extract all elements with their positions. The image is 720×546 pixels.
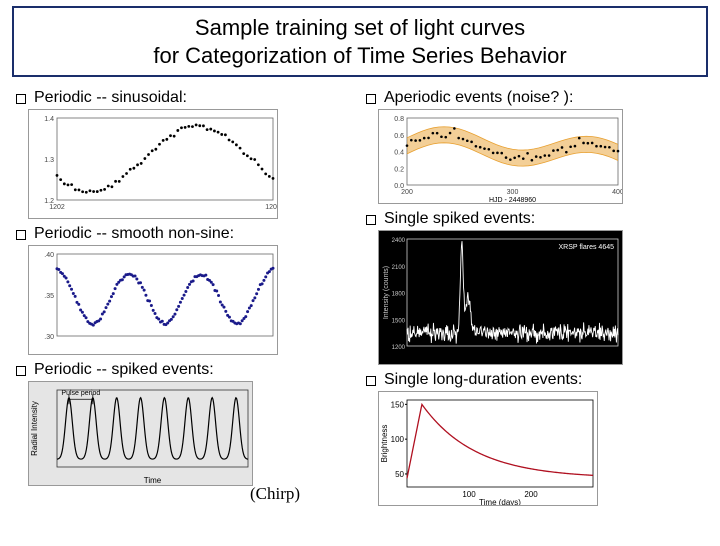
svg-text:50: 50 [395, 470, 404, 479]
item-label: Periodic -- spiked events: [34, 361, 214, 379]
svg-text:200: 200 [524, 490, 538, 499]
svg-text:Intensity (counts): Intensity (counts) [383, 266, 390, 319]
svg-text:300: 300 [507, 189, 519, 196]
svg-text:.35: .35 [44, 293, 54, 300]
svg-text:1200: 1200 [392, 345, 406, 351]
title-line-2: for Categorization of Time Series Behavi… [24, 42, 696, 70]
svg-text:1202: 1202 [49, 204, 65, 211]
svg-text:.40: .40 [44, 252, 54, 259]
svg-text:1800: 1800 [392, 292, 406, 298]
svg-text:100: 100 [462, 490, 476, 499]
bullet-icon [366, 94, 376, 104]
bullet-icon [366, 215, 376, 225]
content-area: Periodic -- sinusoidal:1.41.31.212021204… [0, 85, 720, 512]
chart-container: Pulse period Time Radial Intensity [28, 381, 360, 486]
svg-text:100: 100 [391, 435, 405, 444]
bullet-item: Single long-duration events: [366, 371, 710, 389]
bullet-item: Periodic -- spiked events: [16, 361, 360, 379]
item-label: Periodic -- smooth non-sine: [34, 225, 234, 243]
svg-text:400: 400 [612, 189, 623, 196]
item-label: Periodic -- sinusoidal: [34, 89, 187, 107]
svg-text:0.6: 0.6 [394, 133, 404, 140]
svg-text:0.2: 0.2 [394, 166, 404, 173]
svg-text:Brightness: Brightness [380, 425, 389, 463]
title-line-1: Sample training set of light curves [24, 14, 696, 42]
svg-text:Pulse period: Pulse period [61, 390, 100, 397]
svg-text:200: 200 [401, 189, 413, 196]
svg-text:HJD - 2448960: HJD - 2448960 [489, 197, 536, 204]
svg-text:150: 150 [391, 400, 405, 409]
slide-title: Sample training set of light curves for … [12, 6, 708, 77]
right-column: Aperiodic events (noise? ): HJD - 2448960… [360, 85, 710, 512]
svg-text:Time: Time [144, 476, 162, 485]
svg-text:Radial Intensity: Radial Intensity [30, 401, 39, 456]
bullet-item: Periodic -- smooth non-sine: [16, 225, 360, 243]
item-label: Aperiodic events (noise? ): [384, 89, 573, 107]
svg-text:1204: 1204 [265, 204, 278, 211]
svg-text:1.3: 1.3 [44, 157, 54, 164]
svg-text:XRSP flares 4645: XRSP flares 4645 [558, 244, 614, 251]
left-column: Periodic -- sinusoidal:1.41.31.212021204… [10, 85, 360, 512]
svg-text:1.4: 1.4 [44, 116, 54, 123]
chart-container: 1.41.31.212021204 [28, 109, 360, 219]
item-label: Single long-duration events: [384, 371, 582, 389]
svg-text:0.4: 0.4 [394, 150, 404, 157]
item-label: Single spiked events: [384, 210, 535, 228]
svg-text:.30: .30 [44, 334, 54, 341]
svg-text:2100: 2100 [392, 265, 406, 271]
bullet-item: Periodic -- sinusoidal: [16, 89, 360, 107]
chart-container: 150 100 50 100 200Time (days) Brightness [378, 391, 710, 506]
bullet-item: Aperiodic events (noise? ): [366, 89, 710, 107]
chart-container: .40 .35 .30 [28, 245, 360, 355]
svg-text:0.8: 0.8 [394, 116, 404, 123]
svg-text:1500: 1500 [392, 318, 406, 324]
chirp-annotation: (Chirp) [250, 484, 300, 504]
bullet-icon [16, 230, 26, 240]
chart-container: HJD - 24489600.80.60.40.20.0200300400 [378, 109, 710, 204]
bullet-item: Single spiked events: [366, 210, 710, 228]
bullet-icon [16, 94, 26, 104]
bullet-icon [16, 366, 26, 376]
bullet-icon [366, 376, 376, 386]
svg-text:2400: 2400 [392, 238, 406, 244]
chart-container: XRSP flares 4645 Intensity (counts) 2400 21… [378, 230, 710, 365]
svg-text:Time (days): Time (days) [479, 498, 521, 506]
